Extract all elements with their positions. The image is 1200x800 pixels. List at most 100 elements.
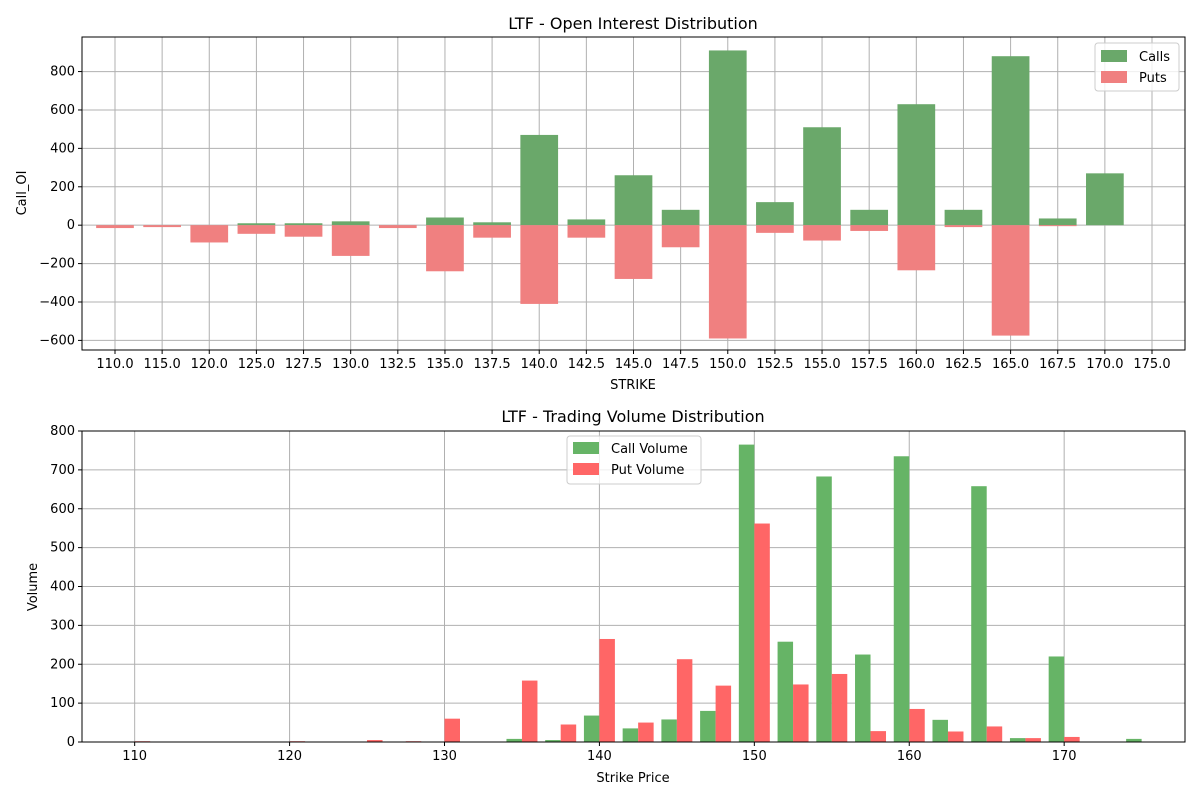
oi-x-tick-label: 132.5 [379, 357, 416, 372]
oi-put-bar [143, 225, 181, 228]
vol-call-bar [1126, 738, 1142, 742]
oi-call-bar [1038, 218, 1077, 226]
oi-call-bar [237, 223, 276, 226]
oi-x-tick-label: 115.0 [144, 357, 181, 372]
oi-put-bar [1038, 225, 1077, 227]
vol-call-bar [622, 728, 639, 742]
oi-call-bar [708, 50, 747, 226]
oi-put-bar [708, 225, 747, 339]
oi-x-tick-label: 152.5 [756, 357, 793, 372]
oi-legend-swatch-calls [1101, 50, 1127, 62]
oi-x-tick-label: 145.0 [615, 357, 652, 372]
vol-y-tick-label: 500 [50, 541, 75, 556]
oi-x-tick-label: 147.5 [662, 357, 699, 372]
oi-call-bar [661, 209, 700, 226]
oi-x-axis-label: STRIKE [610, 378, 656, 393]
oi-x-tick-label: 150.0 [709, 357, 746, 372]
oi-x-tick-label: 170.0 [1086, 357, 1123, 372]
oi-put-bar [520, 225, 559, 304]
vol-put-bar [676, 659, 693, 742]
vol-x-tick-label: 130 [432, 749, 457, 764]
oi-call-bar [426, 217, 464, 226]
oi-call-bar [756, 202, 794, 226]
oi-y-axis-label: Call_OI [15, 171, 30, 216]
vol-put-bar [560, 724, 577, 742]
vol-call-bar [738, 444, 755, 742]
oi-y-tick-label: −200 [39, 257, 75, 272]
oi-put-bar [897, 225, 936, 271]
vol-x-tick-label: 110 [122, 749, 147, 764]
oi-legend: Calls Puts [1094, 42, 1180, 92]
oi-put-bar [756, 225, 794, 233]
oi-call-bar [614, 175, 653, 226]
vol-call-bar [661, 719, 677, 742]
vol-call-bar [583, 715, 600, 742]
oi-put-bar [237, 225, 276, 234]
vol-legend-swatch-puts [573, 463, 599, 475]
vol-put-bar [947, 731, 964, 742]
vol-x-tick-label: 150 [742, 749, 767, 764]
vol-put-bar [367, 740, 383, 742]
oi-call-bar [991, 56, 1030, 226]
oi-x-tick-label: 142.5 [568, 357, 605, 372]
oi-call-bar [944, 209, 983, 226]
oi-x-tick-label: 110.0 [96, 357, 133, 372]
oi-put-bar [331, 225, 370, 256]
oi-x-tick-label: 127.5 [285, 357, 322, 372]
oi-call-bar [803, 127, 841, 226]
oi-x-tick-label: 157.5 [851, 357, 888, 372]
oi-bars [96, 50, 1124, 339]
vol-put-bar [831, 673, 848, 742]
oi-x-tick-label: 135.0 [426, 357, 463, 372]
oi-y-tick-label: −600 [39, 333, 75, 348]
vol-legend-label-calls: Call Volume [611, 442, 688, 457]
oi-call-bar [850, 209, 889, 226]
vol-call-bar [1048, 656, 1065, 742]
oi-call-bar [331, 221, 370, 226]
oi-put-bar [991, 225, 1030, 336]
vol-legend: Call Volume Put Volume [566, 435, 702, 485]
vol-call-bar [700, 710, 716, 742]
oi-x-tick-label: 130.0 [332, 357, 369, 372]
vol-y-ticks: 0 100 200 300 400 500 600 700 800 [50, 424, 82, 750]
oi-y-tick-label: 0 [67, 218, 75, 233]
vol-y-tick-label: 700 [50, 463, 75, 478]
oi-x-tick-label: 137.5 [473, 357, 510, 372]
vol-y-tick-label: 600 [50, 502, 75, 517]
oi-put-bar [190, 225, 229, 243]
oi-put-bar [944, 225, 983, 228]
oi-put-bar [661, 225, 700, 248]
oi-call-bar [284, 223, 323, 226]
oi-put-bar [426, 225, 464, 272]
vol-call-bar [816, 476, 832, 742]
oi-y-tick-label: 600 [50, 103, 75, 118]
vol-x-tick-label: 160 [897, 749, 922, 764]
vol-bars [134, 444, 1142, 742]
vol-call-bar [545, 740, 561, 742]
oi-x-tick-label: 155.0 [803, 357, 840, 372]
vol-y-tick-label: 0 [67, 735, 75, 750]
oi-legend-label-puts: Puts [1139, 71, 1167, 86]
vol-legend-swatch-calls [573, 442, 599, 454]
vol-call-bar [506, 738, 522, 742]
vol-put-bar [599, 638, 615, 742]
oi-legend-label-calls: Calls [1139, 50, 1170, 65]
oi-y-tick-label: 200 [50, 180, 75, 195]
oi-put-bar [284, 225, 323, 237]
vol-put-bar [1064, 736, 1080, 742]
oi-x-tick-label: 175.0 [1133, 357, 1170, 372]
vol-y-tick-label: 200 [50, 657, 75, 672]
vol-y-tick-label: 300 [50, 618, 75, 633]
oi-call-bar [897, 104, 936, 226]
oi-chart: 110.0 115.0 120.0 125.0 127.5 130.0 132.5 135.0… [15, 14, 1186, 393]
oi-put-bar [473, 225, 511, 238]
oi-x-tick-label: 167.5 [1039, 357, 1076, 372]
vol-put-bar [638, 722, 654, 742]
vol-legend-label-puts: Put Volume [611, 463, 684, 478]
vol-put-bar [444, 718, 460, 742]
oi-x-tick-label: 162.5 [945, 357, 982, 372]
vol-put-bar [870, 731, 887, 742]
vol-call-bar [855, 654, 871, 742]
oi-x-ticks: 110.0 115.0 120.0 125.0 127.5 130.0 132.5 135.0… [96, 350, 1171, 372]
